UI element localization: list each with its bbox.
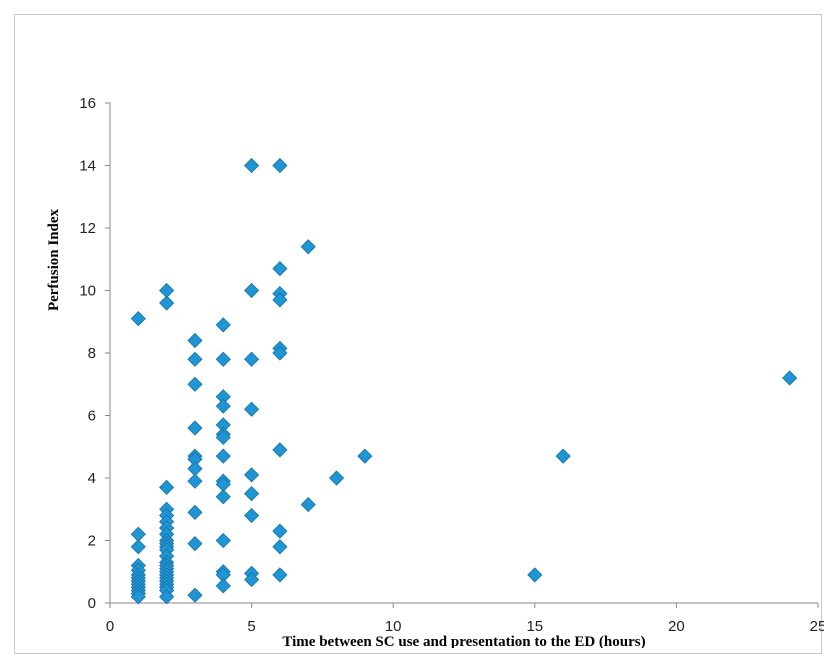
- x-tick-label: 25: [810, 618, 824, 635]
- x-tick-label: 0: [106, 618, 114, 635]
- y-tick-label: 16: [79, 95, 96, 112]
- x-tick-label: 10: [385, 618, 402, 635]
- data-point: [159, 589, 175, 605]
- data-point: [130, 589, 146, 605]
- data-point: [159, 295, 175, 311]
- data-point: [782, 370, 798, 386]
- data-point: [187, 351, 203, 367]
- data-point: [187, 461, 203, 477]
- y-tick-label: 0: [88, 595, 96, 612]
- data-point: [215, 398, 231, 414]
- data-points: [130, 157, 798, 605]
- x-tick-label: 15: [526, 618, 543, 635]
- data-point: [272, 292, 288, 308]
- data-point: [130, 526, 146, 542]
- data-point: [244, 467, 260, 483]
- y-tick-label: 4: [88, 470, 96, 487]
- y-tick-label: 12: [79, 220, 96, 237]
- y-tick-label: 2: [88, 533, 96, 550]
- x-axis-title: Time between SC use and presentation to …: [282, 634, 645, 648]
- data-point: [244, 157, 260, 174]
- x-tick-label: 5: [247, 618, 255, 635]
- data-point: [328, 470, 345, 486]
- data-point: [215, 429, 231, 445]
- data-point: [130, 311, 146, 327]
- data-point: [244, 486, 260, 502]
- data-point: [215, 489, 231, 505]
- y-tick-label: 14: [79, 158, 96, 175]
- x-tick-label: 20: [668, 618, 685, 635]
- data-point: [272, 539, 288, 555]
- data-point: [272, 261, 288, 277]
- data-point: [130, 539, 146, 555]
- data-point: [300, 496, 316, 513]
- y-tick-label: 6: [88, 408, 96, 425]
- data-point: [159, 282, 175, 299]
- data-point: [187, 473, 203, 489]
- data-point: [272, 157, 288, 174]
- data-point: [187, 536, 203, 552]
- data-point: [187, 504, 203, 520]
- data-point: [215, 317, 231, 333]
- x-tick-labels: 0 5 10 15 20 25: [106, 618, 824, 635]
- data-point: [300, 239, 316, 255]
- data-point: [272, 567, 288, 583]
- data-point: [357, 448, 373, 464]
- data-point: [159, 479, 175, 495]
- y-axis: [105, 102, 111, 604]
- y-tick-label: 10: [79, 283, 96, 300]
- data-point: [244, 282, 260, 299]
- chart-frame: [14, 14, 822, 654]
- data-point: [272, 442, 288, 458]
- data-point: [187, 587, 203, 603]
- data-point: [215, 448, 231, 464]
- data-point: [527, 567, 543, 583]
- data-point: [215, 351, 231, 367]
- data-point: [555, 448, 571, 464]
- data-point: [187, 332, 203, 349]
- data-point: [187, 376, 203, 392]
- x-axis: [109, 602, 819, 608]
- data-point: [244, 571, 260, 588]
- data-point: [215, 578, 231, 594]
- data-point: [244, 401, 260, 417]
- data-point: [272, 345, 288, 361]
- data-point: [187, 420, 203, 436]
- y-axis-title: Perfusion Index: [46, 208, 62, 311]
- data-point: [215, 532, 231, 549]
- data-point: [272, 523, 288, 539]
- data-point: [244, 507, 260, 524]
- data-point: [244, 351, 260, 367]
- y-tick-labels: 0 2 4 6 8 10 12 14 16: [79, 95, 96, 612]
- y-tick-label: 8: [88, 345, 96, 362]
